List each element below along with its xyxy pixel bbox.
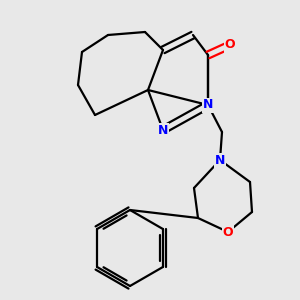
Text: O: O <box>225 38 235 52</box>
Text: N: N <box>203 98 213 112</box>
Text: N: N <box>158 124 168 136</box>
Text: O: O <box>223 226 233 238</box>
Text: N: N <box>215 154 225 166</box>
